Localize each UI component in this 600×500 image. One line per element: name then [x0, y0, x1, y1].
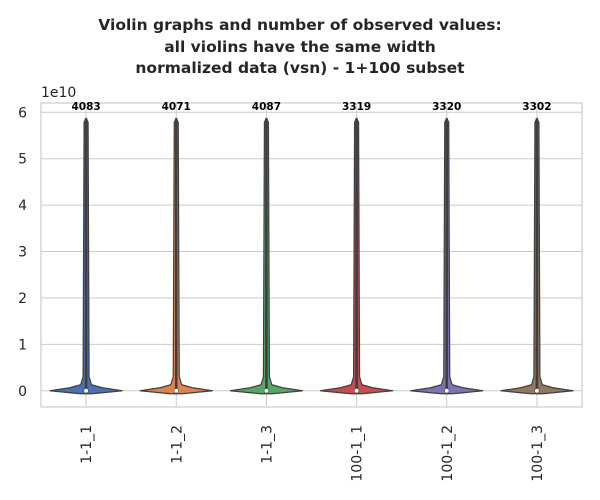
- median-marker: [444, 388, 450, 394]
- y-tick-label: 4: [18, 198, 27, 214]
- y-offset-label: 1e10: [41, 85, 76, 101]
- median-marker: [534, 388, 540, 394]
- x-tick-label: 100-1_1: [350, 425, 366, 482]
- x-tick-label: 1-1_1: [79, 425, 95, 464]
- median-marker: [263, 388, 270, 394]
- chart-title-line-1: Violin graphs and number of observed val…: [98, 16, 502, 34]
- plot-frame: [40, 102, 583, 408]
- median-marker: [173, 388, 179, 394]
- x-tick-label: 1-1_3: [259, 425, 275, 464]
- y-tick-label: 6: [18, 105, 27, 121]
- count-label: 4087: [252, 101, 281, 113]
- median-marker: [353, 388, 360, 394]
- chart-title-line-2: all violins have the same width: [164, 38, 436, 56]
- count-label: 4083: [71, 101, 100, 113]
- y-tick-label: 0: [18, 384, 27, 400]
- y-tick-label: 1: [18, 337, 27, 353]
- count-label: 3320: [432, 101, 461, 113]
- median-marker: [83, 388, 89, 394]
- x-tick-label: 100-1_3: [530, 425, 546, 482]
- x-tick-label: 1-1_2: [169, 425, 185, 464]
- y-tick-label: 3: [18, 245, 27, 261]
- y-tick-label: 5: [18, 152, 27, 168]
- count-label: 4071: [162, 101, 191, 113]
- count-label: 3319: [342, 101, 371, 113]
- y-tick-label: 2: [18, 291, 27, 307]
- count-label: 3302: [522, 101, 551, 113]
- chart-title-line-3: normalized data (vsn) - 1+100 subset: [135, 59, 465, 77]
- x-tick-label: 100-1_2: [440, 425, 456, 482]
